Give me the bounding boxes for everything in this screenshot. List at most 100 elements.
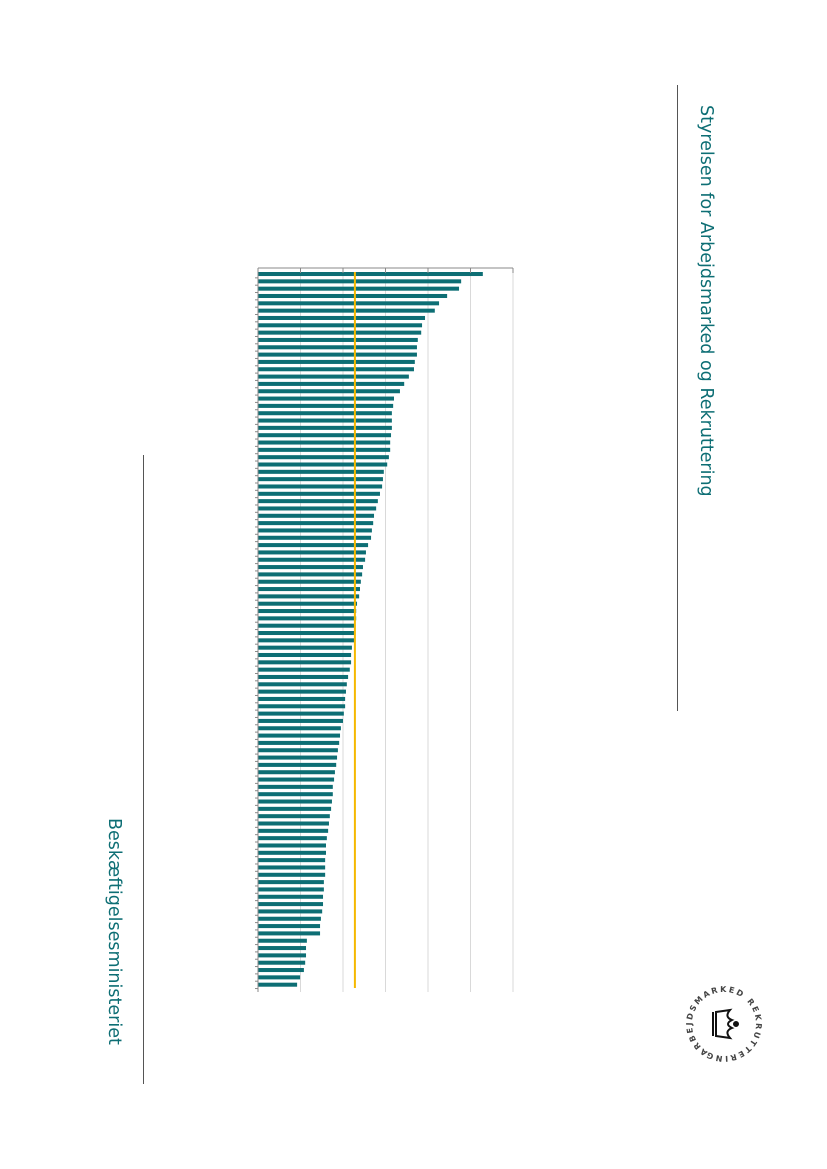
bar — [258, 484, 383, 489]
bar — [258, 293, 448, 299]
bar — [258, 616, 357, 621]
bar — [258, 660, 352, 665]
bar — [258, 916, 321, 921]
bar — [258, 704, 346, 709]
bar — [258, 469, 384, 474]
bar — [258, 506, 377, 511]
bar — [258, 865, 326, 870]
bar — [258, 521, 374, 526]
bar — [258, 924, 321, 929]
bar — [258, 806, 332, 811]
crown-icon — [712, 1008, 739, 1040]
bar — [258, 894, 324, 899]
bar — [258, 667, 350, 672]
bar — [258, 418, 392, 423]
bar — [258, 315, 426, 320]
footer-divider — [143, 455, 144, 1084]
bar — [258, 352, 417, 357]
bar — [258, 301, 440, 306]
bar — [258, 345, 417, 350]
bar — [258, 777, 335, 782]
bar — [258, 872, 326, 877]
bar — [258, 396, 394, 401]
bar — [258, 968, 304, 973]
bar — [258, 272, 483, 277]
bar — [258, 499, 378, 504]
bar — [258, 623, 355, 628]
bar — [258, 440, 391, 445]
header-divider — [677, 85, 678, 711]
bar — [258, 711, 344, 716]
logo-text: ARBEJDSMARKED REKRUTTERING — [682, 982, 766, 1066]
bar — [258, 726, 341, 731]
bar — [258, 491, 380, 496]
bar — [258, 740, 340, 745]
bar — [258, 975, 301, 980]
bar — [258, 982, 298, 987]
bar — [258, 674, 349, 679]
bar — [258, 828, 329, 833]
bar — [258, 843, 326, 848]
bar — [258, 587, 360, 592]
bar — [258, 784, 333, 789]
bar — [258, 652, 352, 658]
bar — [258, 887, 324, 892]
bar — [258, 543, 369, 548]
bar — [258, 411, 392, 416]
bar — [258, 799, 332, 804]
bar — [258, 433, 392, 438]
bar — [258, 601, 358, 606]
bar — [258, 381, 405, 386]
bar — [258, 938, 307, 943]
bar — [258, 931, 321, 936]
bar — [258, 323, 423, 328]
bar — [258, 733, 341, 738]
bar — [258, 513, 375, 518]
bar — [258, 953, 307, 958]
bar — [258, 337, 418, 342]
bar — [258, 902, 324, 907]
bar — [258, 770, 335, 775]
bar — [258, 792, 333, 797]
bar — [258, 425, 392, 430]
bar — [258, 755, 338, 760]
bar — [258, 557, 366, 562]
bar — [258, 858, 326, 863]
bar — [258, 579, 361, 584]
bar — [258, 909, 323, 914]
bar — [258, 748, 338, 753]
value-axis — [255, 267, 514, 992]
bar — [258, 836, 327, 841]
bar — [258, 455, 389, 460]
bar — [258, 718, 343, 723]
bar — [258, 535, 372, 540]
bar — [258, 682, 347, 687]
bar — [258, 594, 360, 599]
agency-logo: ARBEJDSMARKED REKRUTTERING — [682, 982, 766, 1066]
svg-text:ARBEJDSMARKED REKRUTTERING: ARBEJDSMARKED REKRUTTERING — [682, 982, 766, 1066]
bar — [258, 550, 366, 555]
bar — [258, 814, 330, 819]
bar — [258, 367, 414, 372]
bar — [258, 403, 394, 408]
bar — [258, 850, 326, 855]
bar — [258, 638, 355, 643]
bar — [258, 359, 415, 364]
bar — [258, 477, 383, 482]
bar — [258, 880, 324, 885]
bar — [258, 286, 460, 291]
bar — [258, 960, 306, 965]
bar — [258, 696, 346, 701]
bar — [258, 279, 462, 284]
bar — [258, 447, 391, 452]
bar — [258, 565, 363, 570]
bar — [258, 645, 352, 650]
bar — [258, 762, 337, 767]
bar — [258, 821, 329, 826]
bar — [258, 572, 363, 577]
bar — [258, 609, 357, 614]
bar — [258, 946, 307, 951]
bar — [258, 308, 435, 313]
bar — [258, 462, 388, 467]
